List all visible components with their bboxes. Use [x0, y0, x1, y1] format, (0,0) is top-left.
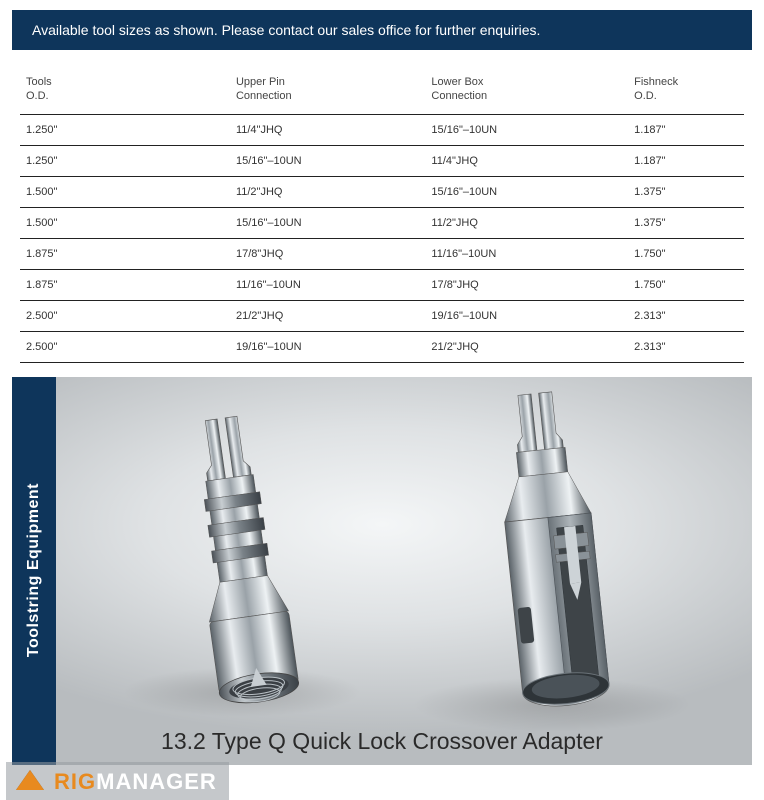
banner-text: Available tool sizes as shown. Please co… — [32, 22, 540, 38]
table-cell: 1.500" — [20, 176, 230, 207]
table-row: 1.500"15/16"–10UN11/2"JHQ1.375" — [20, 207, 744, 238]
table-cell: 1.187" — [628, 114, 744, 145]
watermark: RIGMANAGER — [6, 762, 229, 800]
table-row: 2.500"21/2"JHQ19/16"–10UN2.313" — [20, 300, 744, 331]
table-row: 2.500"19/16"–10UN21/2"JHQ2.313" — [20, 331, 744, 362]
table-cell: 1.375" — [628, 176, 744, 207]
table-cell: 1.187" — [628, 145, 744, 176]
table-cell: 11/16"–10UN — [425, 238, 628, 269]
table-cell: 2.313" — [628, 300, 744, 331]
table-cell: 15/16"–10UN — [425, 114, 628, 145]
table-cell: 1.250" — [20, 145, 230, 176]
product-render-area: Toolstring Equipment — [12, 377, 752, 765]
table-cell: 2.500" — [20, 300, 230, 331]
table-cell: 11/4"JHQ — [230, 114, 425, 145]
table-header-row: Tools O.D. Upper Pin Connection Lower Bo… — [20, 66, 744, 114]
col-header-fishneck-od: Fishneck O.D. — [628, 66, 744, 114]
table-cell: 1.875" — [20, 269, 230, 300]
side-category-label: Toolstring Equipment — [12, 377, 56, 765]
watermark-part1: RIG — [54, 769, 96, 794]
table-cell: 19/16"–10UN — [230, 331, 425, 362]
table-cell: 21/2"JHQ — [425, 331, 628, 362]
table-cell: 11/16"–10UN — [230, 269, 425, 300]
table-cell: 17/8"JHQ — [425, 269, 628, 300]
product-caption: 13.2 Type Q Quick Lock Crossover Adapter — [12, 728, 752, 755]
rigmanager-logo-icon — [16, 768, 44, 796]
watermark-part2: MANAGER — [96, 769, 217, 794]
tool-render-right — [375, 377, 729, 743]
table-cell: 11/2"JHQ — [425, 207, 628, 238]
table-cell: 21/2"JHQ — [230, 300, 425, 331]
table-cell: 2.313" — [628, 331, 744, 362]
table-cell: 1.750" — [628, 238, 744, 269]
table-cell: 15/16"–10UN — [230, 145, 425, 176]
table-row: 1.875"11/16"–10UN17/8"JHQ1.750" — [20, 269, 744, 300]
table-cell: 11/4"JHQ — [425, 145, 628, 176]
table-cell: 1.875" — [20, 238, 230, 269]
watermark-text: RIGMANAGER — [54, 771, 217, 793]
table-row: 1.500"11/2"JHQ15/16"–10UN1.375" — [20, 176, 744, 207]
table-cell: 15/16"–10UN — [425, 176, 628, 207]
table-cell: 19/16"–10UN — [425, 300, 628, 331]
table-cell: 2.500" — [20, 331, 230, 362]
tool-sizes-table: Tools O.D. Upper Pin Connection Lower Bo… — [20, 66, 744, 363]
col-header-upper-pin: Upper Pin Connection — [230, 66, 425, 114]
table-row: 1.250"15/16"–10UN11/4"JHQ1.187" — [20, 145, 744, 176]
table-cell: 1.500" — [20, 207, 230, 238]
table-cell: 15/16"–10UN — [230, 207, 425, 238]
table-cell: 1.250" — [20, 114, 230, 145]
col-header-tools-od: Tools O.D. — [20, 66, 230, 114]
info-banner: Available tool sizes as shown. Please co… — [12, 10, 752, 50]
table-cell: 1.375" — [628, 207, 744, 238]
sizes-table: Tools O.D. Upper Pin Connection Lower Bo… — [20, 66, 744, 363]
col-header-lower-box: Lower Box Connection — [425, 66, 628, 114]
table-cell: 17/8"JHQ — [230, 238, 425, 269]
table-row: 1.875"17/8"JHQ11/16"–10UN1.750" — [20, 238, 744, 269]
table-cell: 1.750" — [628, 269, 744, 300]
table-cell: 11/2"JHQ — [230, 176, 425, 207]
table-row: 1.250"11/4"JHQ15/16"–10UN1.187" — [20, 114, 744, 145]
side-label-text: Toolstring Equipment — [25, 483, 43, 657]
tool-render-left — [81, 389, 403, 745]
